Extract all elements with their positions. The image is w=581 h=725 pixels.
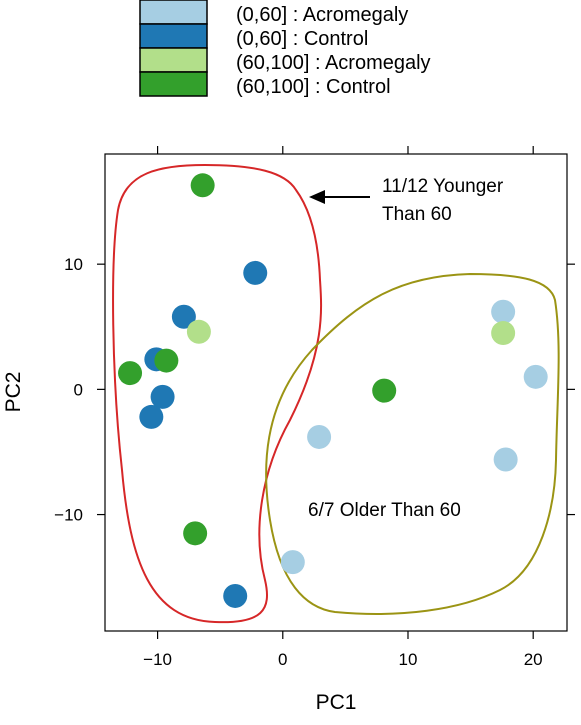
legend-label-60-100-acromegaly: (60,100] : Acromegaly: [236, 52, 431, 74]
data-point: [523, 364, 548, 389]
data-point: [183, 521, 208, 546]
annotation-arrow: [309, 190, 370, 204]
legend-label-0-60-acromegaly: (0,60] : Acromegaly: [236, 4, 408, 26]
annotation-younger-line2: Than 60: [382, 204, 452, 225]
younger-than-60-outline: [112, 163, 323, 624]
data-point: [118, 361, 143, 386]
data-point: [307, 424, 332, 449]
legend-label-0-60-control: (0,60] : Control: [236, 28, 368, 50]
data-points: [118, 173, 548, 608]
x-tick-label: 20: [524, 650, 543, 669]
y-tick-label: 0: [74, 380, 83, 399]
data-point: [491, 321, 516, 346]
annotation-older: 6/7 Older Than 60: [308, 500, 461, 521]
plot-frame: [104, 153, 568, 632]
data-point: [139, 404, 164, 429]
x-tick-label: 0: [278, 650, 287, 669]
y-axis-title: PC2: [2, 372, 25, 413]
data-point: [493, 447, 518, 472]
legend-label-60-100-control: (60,100] : Control: [236, 76, 391, 98]
data-point: [186, 319, 211, 344]
axis-ticks: −10 0 10 20 −10 0 10: [54, 146, 575, 669]
x-tick-label: 10: [399, 650, 418, 669]
data-point: [154, 348, 179, 373]
y-tick-label: 10: [64, 255, 83, 274]
data-point: [171, 304, 196, 329]
data-point: [491, 299, 516, 324]
data-point: [372, 378, 397, 403]
legend: (0,60] : Acromegaly (0,60] : Control (60…: [139, 0, 431, 98]
data-point: [243, 260, 268, 285]
data-point: [190, 173, 215, 198]
legend-swatch-60-100-acromegaly: [139, 47, 208, 73]
older-than-60-outline: [265, 272, 560, 615]
x-axis-title: PC1: [316, 691, 357, 714]
y-tick-label: −10: [54, 506, 83, 525]
data-point: [280, 550, 305, 575]
legend-swatch-0-60-acromegaly: [139, 0, 208, 25]
legend-swatch-0-60-control: [139, 23, 208, 49]
x-tick-label: −10: [143, 650, 172, 669]
annotation-younger-line1: 11/12 Younger: [382, 176, 504, 197]
legend-swatch-60-100-control: [139, 71, 208, 97]
arrow-head-icon: [309, 190, 325, 204]
data-point: [150, 384, 175, 409]
data-point: [223, 583, 248, 608]
